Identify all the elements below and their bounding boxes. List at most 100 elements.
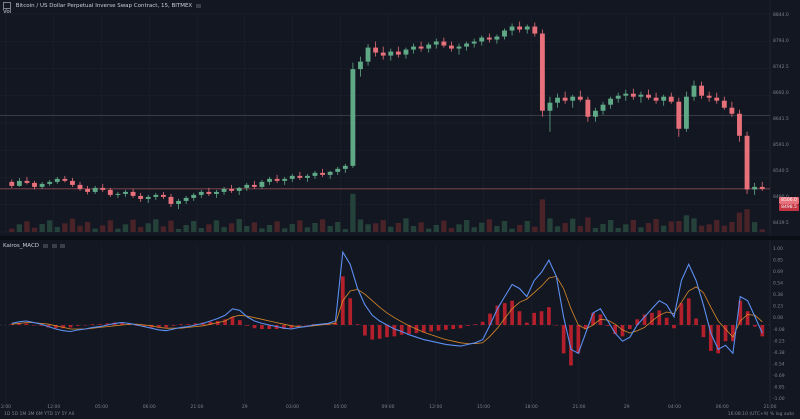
candle-body[interactable]	[441, 41, 447, 46]
candle-body[interactable]	[312, 172, 318, 176]
candle-body[interactable]	[85, 188, 91, 192]
candle-body[interactable]	[721, 100, 727, 108]
candle-body[interactable]	[646, 94, 651, 98]
macd-line[interactable]	[11, 250, 763, 355]
candle-body[interactable]	[176, 200, 181, 204]
candle-body[interactable]	[570, 96, 576, 101]
candle-body[interactable]	[676, 101, 682, 129]
candle-body[interactable]	[577, 96, 583, 100]
candle-body[interactable]	[304, 175, 310, 178]
candle-body[interactable]	[744, 135, 750, 190]
bottom-toolbar[interactable]: 1D 5D 1M 3M 6M YTD 1Y 5Y All 16:08:10 (U…	[0, 411, 800, 419]
candle-body[interactable]	[138, 195, 144, 199]
candle-body[interactable]	[62, 178, 68, 181]
candle-body[interactable]	[623, 93, 629, 96]
indicator-settings-icon[interactable]	[51, 243, 57, 248]
candle-body[interactable]	[532, 26, 538, 34]
candle-body[interactable]	[509, 26, 515, 31]
candle-body[interactable]	[32, 182, 37, 187]
signal-line[interactable]	[11, 275, 763, 344]
candle-body[interactable]	[297, 175, 303, 178]
candle-body[interactable]	[426, 44, 432, 49]
candle-body[interactable]	[752, 186, 758, 190]
candle-body[interactable]	[289, 175, 295, 179]
candle-body[interactable]	[555, 97, 560, 103]
chart-options[interactable]: 16:08:10 (UTC+9) % log auto	[727, 412, 794, 417]
candle-body[interactable]	[168, 196, 174, 204]
candle-body[interactable]	[494, 36, 500, 40]
candle-body[interactable]	[706, 95, 712, 98]
candle-body[interactable]	[342, 165, 348, 169]
candle-body[interactable]	[683, 96, 689, 129]
candle-body[interactable]	[123, 191, 128, 194]
candle-body[interactable]	[449, 45, 454, 49]
candle-body[interactable]	[100, 187, 106, 190]
candle-body[interactable]	[668, 96, 674, 102]
candle-body[interactable]	[729, 107, 735, 114]
candle-body[interactable]	[539, 33, 545, 111]
macd-chart[interactable]: 1.00 0.85 0.69 0.54 0.38 0.23 0.08 -0.08 -0.23 -0…	[0, 240, 800, 410]
candle-body[interactable]	[524, 26, 530, 30]
candle-body[interactable]	[517, 26, 523, 30]
candle-body[interactable]	[54, 178, 60, 182]
candle-body[interactable]	[335, 168, 341, 172]
candle-body[interactable]	[471, 41, 477, 44]
candle-body[interactable]	[365, 47, 371, 62]
candle-body[interactable]	[661, 96, 667, 101]
indicator-close-icon[interactable]	[60, 243, 66, 248]
candle-body[interactable]	[77, 184, 83, 189]
candle-body[interactable]	[479, 37, 485, 42]
candle-body[interactable]	[153, 194, 159, 197]
candle-body[interactable]	[547, 102, 553, 111]
candle-body[interactable]	[236, 187, 242, 191]
candle-body[interactable]	[244, 184, 250, 188]
timeframe-selector[interactable]: 1D 5D 1M 3M 6M YTD 1Y 5Y All	[4, 412, 75, 417]
candle-body[interactable]	[130, 191, 136, 196]
candle-body[interactable]	[191, 194, 197, 198]
legend-settings-icon[interactable]	[195, 3, 201, 8]
candle-body[interactable]	[214, 191, 219, 194]
candle-body[interactable]	[456, 46, 462, 49]
candle-body[interactable]	[373, 47, 379, 53]
candle-body[interactable]	[486, 37, 492, 40]
candle-body[interactable]	[653, 97, 659, 101]
candle-body[interactable]	[229, 188, 235, 191]
candle-body[interactable]	[107, 189, 113, 195]
candle-body[interactable]	[403, 49, 409, 55]
candle-body[interactable]	[160, 194, 166, 197]
candle-body[interactable]	[608, 98, 614, 105]
candle-body[interactable]	[714, 97, 720, 101]
candle-body[interactable]	[502, 30, 507, 37]
indicator-legend[interactable]: Kairos_MACD	[3, 243, 66, 249]
candle-body[interactable]	[145, 196, 151, 199]
candle-body[interactable]	[630, 93, 636, 97]
candle-body[interactable]	[282, 178, 288, 181]
price-chart[interactable]: 8844.0 8793.0 8742.5 8692.0 8641.5 8591.0 8540…	[0, 0, 800, 236]
pane-separator[interactable]	[0, 236, 800, 240]
candle-body[interactable]	[433, 41, 439, 45]
candle-body[interactable]	[600, 104, 606, 111]
candle-body[interactable]	[206, 191, 212, 194]
candle-body[interactable]	[327, 171, 333, 175]
collapse-icon[interactable]	[3, 2, 11, 9]
symbol-legend[interactable]: Bitcoin / US Dollar Perpetual Inverse Sw…	[3, 2, 201, 9]
candle-body[interactable]	[39, 183, 45, 187]
candle-body[interactable]	[395, 51, 401, 55]
candle-body[interactable]	[638, 94, 644, 97]
candle-body[interactable]	[759, 186, 765, 189]
candle-body[interactable]	[464, 43, 470, 47]
candle-body[interactable]	[691, 85, 697, 97]
candle-body[interactable]	[320, 172, 325, 175]
indicator-visibility-icon[interactable]	[42, 243, 48, 248]
candle-body[interactable]	[585, 99, 591, 117]
candle-body[interactable]	[562, 97, 568, 101]
candle-body[interactable]	[47, 181, 53, 184]
candle-body[interactable]	[380, 52, 386, 56]
candle-body[interactable]	[70, 180, 75, 185]
candle-body[interactable]	[267, 178, 272, 182]
candle-body[interactable]	[615, 95, 621, 99]
candle-body[interactable]	[183, 197, 189, 201]
candle-body[interactable]	[221, 188, 227, 192]
candle-body[interactable]	[198, 191, 204, 195]
candle-body[interactable]	[411, 46, 416, 50]
